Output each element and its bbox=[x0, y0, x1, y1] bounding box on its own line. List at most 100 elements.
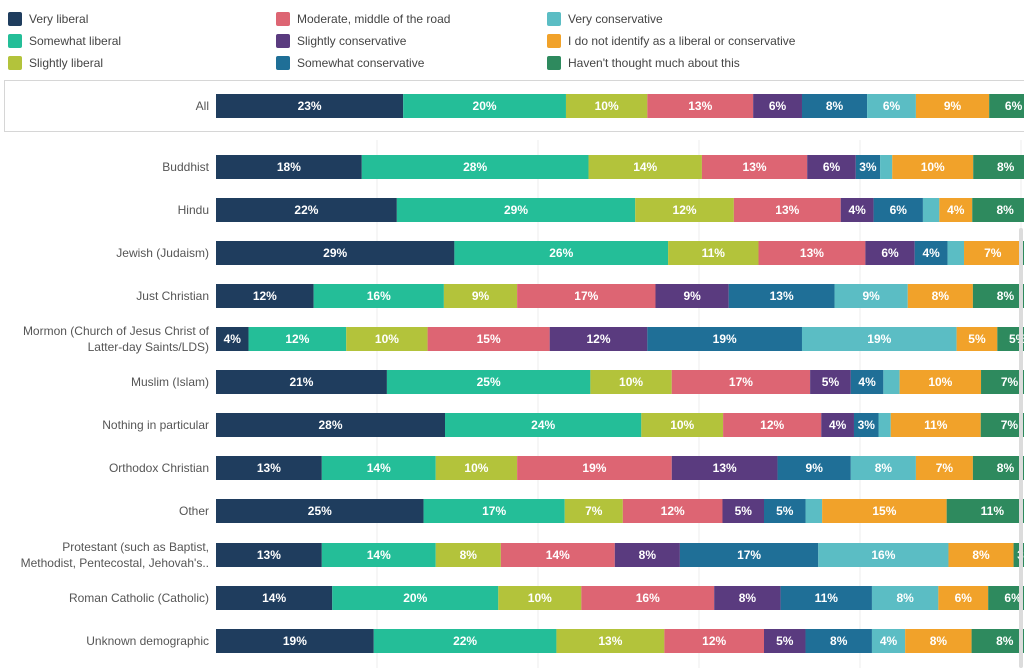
bar-segment[interactable] bbox=[777, 456, 851, 480]
bar-segment[interactable] bbox=[427, 327, 550, 351]
bar-segment[interactable] bbox=[764, 629, 806, 653]
bar-segment[interactable] bbox=[722, 499, 764, 523]
bar-segment[interactable] bbox=[216, 94, 404, 118]
bar-segment[interactable] bbox=[454, 241, 669, 265]
bar-segment[interactable] bbox=[899, 370, 982, 394]
bar-segment[interactable] bbox=[714, 586, 781, 610]
bar-segment[interactable] bbox=[867, 94, 916, 118]
bar-segment[interactable] bbox=[758, 241, 866, 265]
bar-segment[interactable] bbox=[956, 327, 998, 351]
bar-segment[interactable] bbox=[635, 198, 734, 222]
bar-segment[interactable] bbox=[871, 586, 939, 610]
bar-segment[interactable] bbox=[871, 629, 906, 653]
scrollbar[interactable] bbox=[1019, 228, 1023, 668]
bar-segment[interactable] bbox=[556, 629, 665, 653]
bar-segment[interactable] bbox=[701, 155, 808, 179]
bar-segment[interactable] bbox=[588, 155, 702, 179]
bar-segment[interactable] bbox=[216, 241, 455, 265]
bar-segment[interactable] bbox=[386, 370, 591, 394]
bar-segment[interactable] bbox=[938, 586, 989, 610]
bar-segment[interactable] bbox=[435, 543, 501, 567]
legend-item[interactable]: Slightly conservative bbox=[276, 33, 406, 49]
bar-segment[interactable] bbox=[878, 413, 891, 437]
bar-segment[interactable] bbox=[396, 198, 636, 222]
bar-segment[interactable] bbox=[614, 543, 680, 567]
bar-segment[interactable] bbox=[1013, 543, 1024, 567]
bar-segment[interactable] bbox=[216, 629, 374, 653]
bar-segment[interactable] bbox=[807, 155, 856, 179]
bar-segment[interactable] bbox=[733, 198, 841, 222]
bar-segment[interactable] bbox=[914, 241, 948, 265]
bar-segment[interactable] bbox=[346, 327, 428, 351]
bar-segment[interactable] bbox=[216, 456, 322, 480]
bar-segment[interactable] bbox=[641, 413, 724, 437]
bar-segment[interactable] bbox=[723, 413, 822, 437]
bar-segment[interactable] bbox=[947, 241, 965, 265]
bar-segment[interactable] bbox=[423, 499, 565, 523]
bar-segment[interactable] bbox=[810, 370, 851, 394]
bar-segment[interactable] bbox=[517, 456, 672, 480]
legend-item[interactable]: I do not identify as a liberal or conser… bbox=[547, 33, 795, 49]
bar-segment[interactable] bbox=[668, 241, 759, 265]
bar-segment[interactable] bbox=[313, 284, 444, 308]
bar-segment[interactable] bbox=[403, 94, 566, 118]
bar-segment[interactable] bbox=[728, 284, 835, 308]
bar-segment[interactable] bbox=[216, 586, 333, 610]
bar-segment[interactable] bbox=[939, 198, 973, 222]
bar-segment[interactable] bbox=[981, 370, 1024, 394]
bar-segment[interactable] bbox=[780, 586, 872, 610]
bar-segment[interactable] bbox=[905, 629, 972, 653]
bar-segment[interactable] bbox=[216, 370, 387, 394]
bar-segment[interactable] bbox=[500, 543, 615, 567]
bar-segment[interactable] bbox=[855, 155, 881, 179]
bar-segment[interactable] bbox=[248, 327, 347, 351]
bar-segment[interactable] bbox=[922, 198, 940, 222]
bar-segment[interactable] bbox=[373, 629, 557, 653]
bar-segment[interactable] bbox=[517, 284, 656, 308]
bar-segment[interactable] bbox=[216, 155, 362, 179]
bar-segment[interactable] bbox=[964, 241, 1022, 265]
bar-segment[interactable] bbox=[655, 284, 729, 308]
bar-segment[interactable] bbox=[805, 499, 823, 523]
bar-segment[interactable] bbox=[971, 629, 1024, 653]
bar-segment[interactable] bbox=[915, 94, 990, 118]
bar-segment[interactable] bbox=[805, 629, 872, 653]
bar-segment[interactable] bbox=[565, 94, 648, 118]
bar-segment[interactable] bbox=[865, 241, 915, 265]
bar-segment[interactable] bbox=[671, 456, 778, 480]
bar-segment[interactable] bbox=[853, 413, 879, 437]
bar-segment[interactable] bbox=[989, 94, 1024, 118]
bar-segment[interactable] bbox=[445, 413, 642, 437]
bar-segment[interactable] bbox=[840, 198, 874, 222]
bar-segment[interactable] bbox=[216, 327, 249, 351]
bar-segment[interactable] bbox=[590, 370, 672, 394]
bar-segment[interactable] bbox=[332, 586, 499, 610]
bar-segment[interactable] bbox=[443, 284, 518, 308]
bar-segment[interactable] bbox=[892, 155, 974, 179]
bar-segment[interactable] bbox=[972, 456, 1024, 480]
bar-segment[interactable] bbox=[321, 456, 436, 480]
bar-segment[interactable] bbox=[880, 155, 893, 179]
bar-segment[interactable] bbox=[216, 499, 424, 523]
bar-segment[interactable] bbox=[821, 413, 854, 437]
bar-segment[interactable] bbox=[647, 94, 754, 118]
legend-item[interactable]: Very conservative bbox=[547, 11, 663, 27]
bar-segment[interactable] bbox=[946, 499, 1024, 523]
bar-segment[interactable] bbox=[834, 284, 908, 308]
bar-segment[interactable] bbox=[671, 370, 811, 394]
bar-segment[interactable] bbox=[907, 284, 973, 308]
bar-segment[interactable] bbox=[498, 586, 582, 610]
bar-segment[interactable] bbox=[753, 94, 802, 118]
bar-segment[interactable] bbox=[980, 413, 1024, 437]
bar-segment[interactable] bbox=[972, 284, 1024, 308]
bar-segment[interactable] bbox=[850, 370, 884, 394]
bar-segment[interactable] bbox=[818, 543, 949, 567]
bar-segment[interactable] bbox=[873, 198, 923, 222]
legend-item[interactable]: Somewhat conservative bbox=[276, 55, 424, 71]
bar-segment[interactable] bbox=[890, 413, 981, 437]
bar-segment[interactable] bbox=[664, 629, 764, 653]
legend-item[interactable]: Haven't thought much about this bbox=[547, 55, 740, 71]
bar-segment[interactable] bbox=[988, 586, 1024, 610]
bar-segment[interactable] bbox=[216, 284, 314, 308]
legend-item[interactable]: Moderate, middle of the road bbox=[276, 11, 450, 27]
